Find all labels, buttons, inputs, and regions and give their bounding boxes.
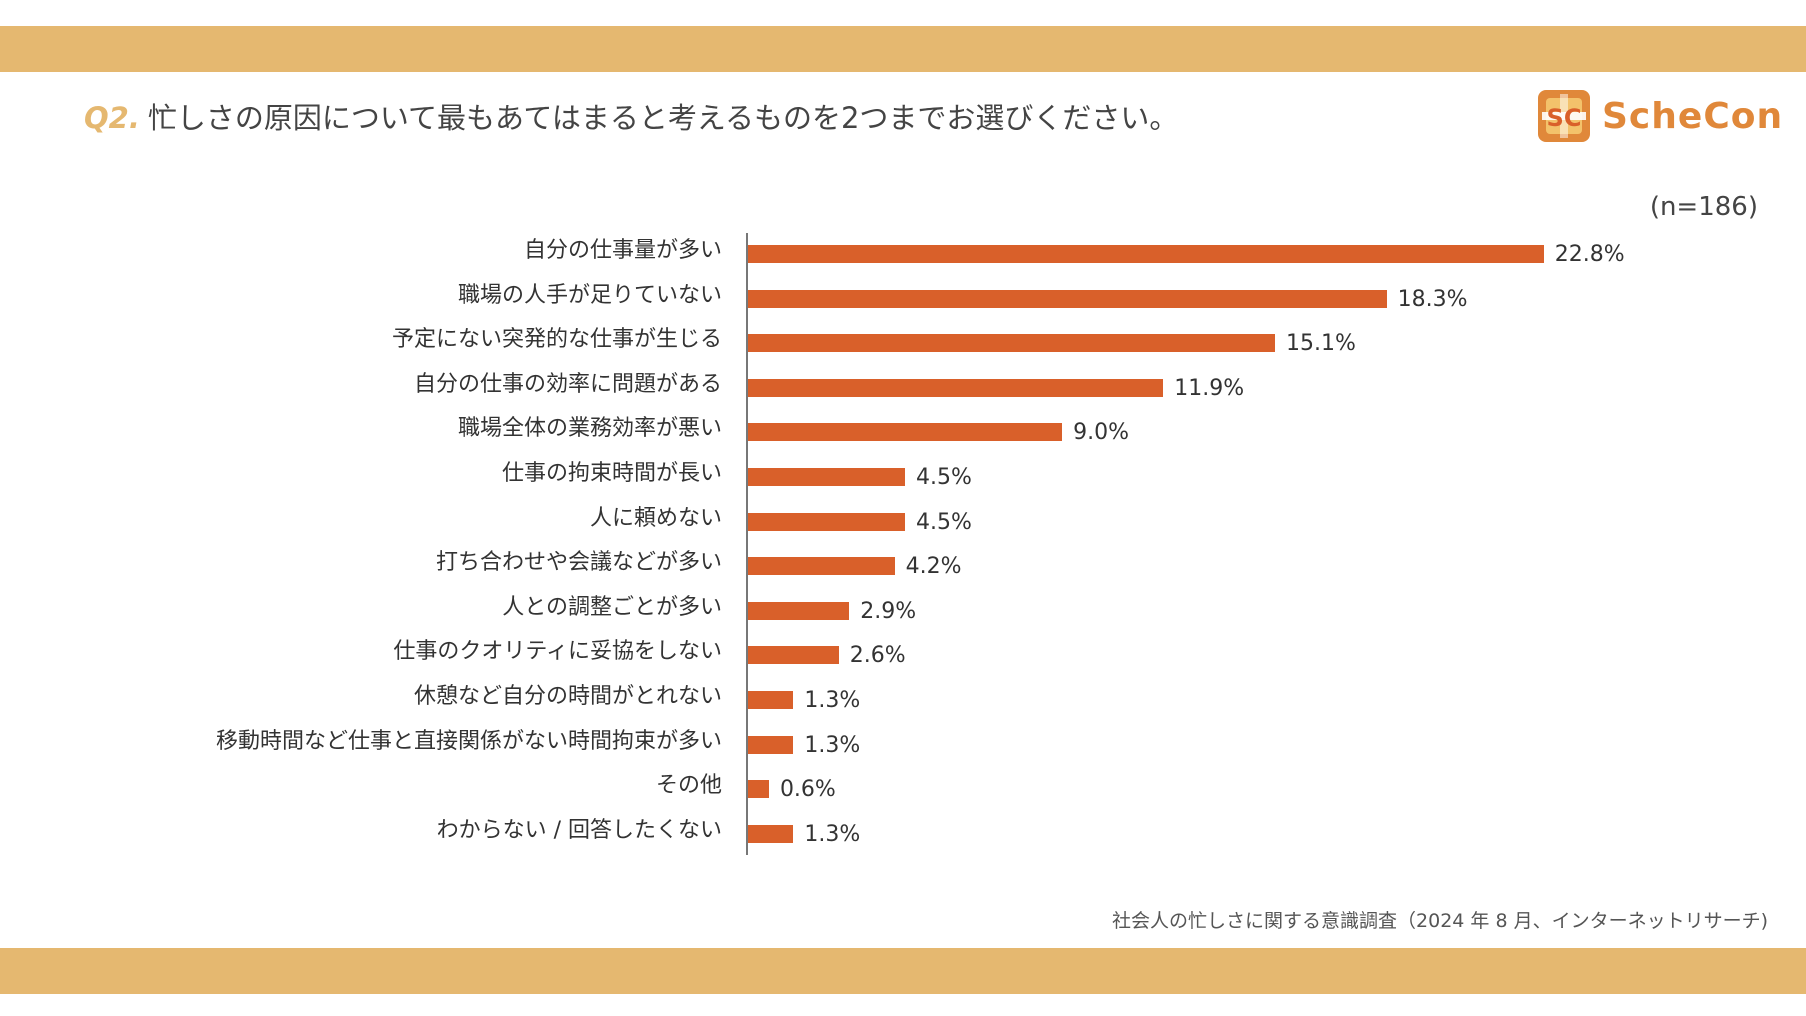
category-label: 休憩など自分の時間がとれない <box>413 684 722 709</box>
logo-mark-text: SC <box>1547 104 1582 132</box>
question-number: Q2. <box>84 101 140 135</box>
top-band <box>0 26 1806 72</box>
category-label: 移動時間など仕事と直接関係がない時間拘束が多い <box>215 728 722 754</box>
bar <box>748 557 895 576</box>
category-label: 自分の仕事量が多い <box>523 238 722 263</box>
bar <box>748 646 839 665</box>
bar <box>748 423 1063 442</box>
value-label: 11.9% <box>1174 375 1245 401</box>
category-label: 自分の仕事の効率に問題がある <box>413 371 722 397</box>
category-label: その他 <box>655 773 722 799</box>
sample-size: (n=186) <box>1649 192 1758 222</box>
bar <box>748 512 906 531</box>
category-label: わからない / 回答したくない <box>436 817 722 843</box>
logo-mark-icon: SC <box>1536 88 1592 144</box>
value-label: 18.3% <box>1397 286 1468 312</box>
value-label: 2.9% <box>860 598 917 624</box>
value-label: 1.3% <box>804 821 861 847</box>
bar <box>748 334 1275 353</box>
category-label: 職場全体の業務効率が悪い <box>457 416 722 442</box>
category-label: 仕事のクオリティに妥協をしない <box>393 639 722 665</box>
value-label: 2.6% <box>849 643 906 669</box>
value-label: 4.5% <box>916 509 972 535</box>
bar <box>748 378 1164 397</box>
value-label: 9.0% <box>1073 420 1129 446</box>
source-note: 社会人の忙しさに関する意識調査（2024 年 8 月、インターネットリサーチ) <box>1112 910 1768 932</box>
category-label: 職場の人手が足りていない <box>457 282 722 308</box>
value-label: 4.5% <box>916 465 972 490</box>
logo-brand-name: ScheCon <box>1602 95 1784 137</box>
value-label: 15.1% <box>1285 331 1356 357</box>
value-label: 4.2% <box>905 554 962 580</box>
bar <box>748 245 1544 263</box>
bar <box>748 780 769 799</box>
category-label: 打ち合わせや会議などが多い <box>435 550 722 576</box>
category-label: 人との調整ごとが多い <box>502 594 722 620</box>
value-label: 1.3% <box>804 732 861 758</box>
question-text: 忙しさの原因について最もあてはまると考えるものを2つまでお選びください。 <box>147 101 1179 135</box>
category-label: 人に頼めない <box>589 505 722 531</box>
value-label: 0.6% <box>779 777 836 803</box>
brand-logo: SC ScheCon <box>1536 88 1783 144</box>
bar <box>748 289 1387 308</box>
y-axis-line <box>746 233 748 855</box>
bar <box>748 468 906 486</box>
bar <box>748 601 850 620</box>
bar <box>748 691 794 709</box>
bar <box>748 824 794 843</box>
category-label: 予定にない突発的な仕事が生じる <box>391 327 722 353</box>
value-label: 22.8% <box>1554 242 1625 267</box>
bottom-band <box>0 948 1806 994</box>
bar <box>748 735 794 754</box>
value-label: 1.3% <box>804 688 861 713</box>
question-title: Q2. 忙しさの原因について最もあてはまると考えるものを2つまでお選びください。 <box>84 100 1178 136</box>
category-label: 仕事の拘束時間が長い <box>501 461 722 486</box>
